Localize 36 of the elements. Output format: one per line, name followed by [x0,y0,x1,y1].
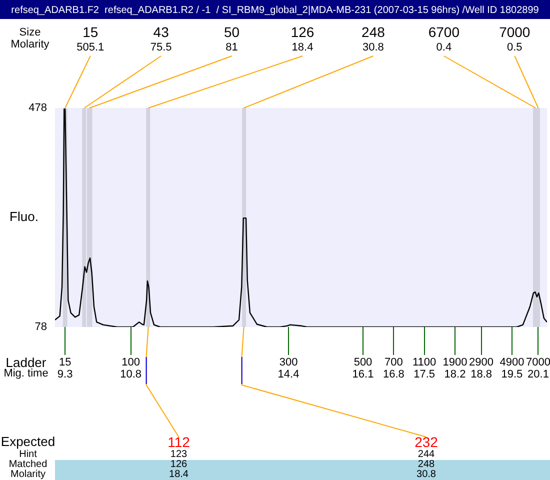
x-tick-label: 16.8 [382,368,404,381]
annotation: 232 244 248 30.8 [414,434,438,480]
text: 500 [354,356,372,369]
annotation: 126 18.4 [290,24,314,54]
y-axis-title: Fluo. [10,209,38,224]
annotation: 15 505.1 [76,24,104,54]
text: 1900 [442,356,468,369]
x-tick-label: 20.1 [528,368,549,381]
annotation: 43 75.5 [150,24,172,54]
x-tick-label: 9.3 [57,368,73,381]
text: 700 [384,356,403,369]
x-tick-label: 17.5 [414,368,436,381]
text: 4900 [500,356,524,369]
x-tick-label: 14.4 [278,368,300,381]
x-tick-label: 18.8 [470,368,492,381]
annotation: 7000 0.5 [499,24,530,54]
x-tick-label: 19.5 [501,368,523,381]
text: Size Molarity [10,26,50,51]
annotation: 112 123 126 18.4 [168,434,190,480]
text: 300 [279,356,298,369]
text: 7000 [526,356,550,369]
text: 1100 [412,356,436,369]
annotation: 6700 0.4 [428,24,460,54]
chart-title: refseq_ADARB1.F2 refseq_ADARB1.R2 / -1 / SI_RBM9_global_2|MDA-MB-231 (2007-03-15 96hrs) /Well ID 1802899 [11,4,540,16]
annotation: 248 30.8 [362,24,386,54]
text: Expected Hint Matched Molarity [0,434,56,480]
x-tick-label: 16.1 [352,368,374,381]
y-tick-label: 78 [34,321,47,334]
x-tick-label: 10.8 [120,368,142,381]
text: 15 [58,356,72,369]
annotation: 50 81 [224,24,240,54]
x-tick-label: 18.2 [444,368,466,381]
y-tick-label: 478 [28,102,47,114]
text: 100 [122,356,140,369]
text: 2900 [469,356,494,369]
x-axis-title: Mig. time [4,368,48,380]
